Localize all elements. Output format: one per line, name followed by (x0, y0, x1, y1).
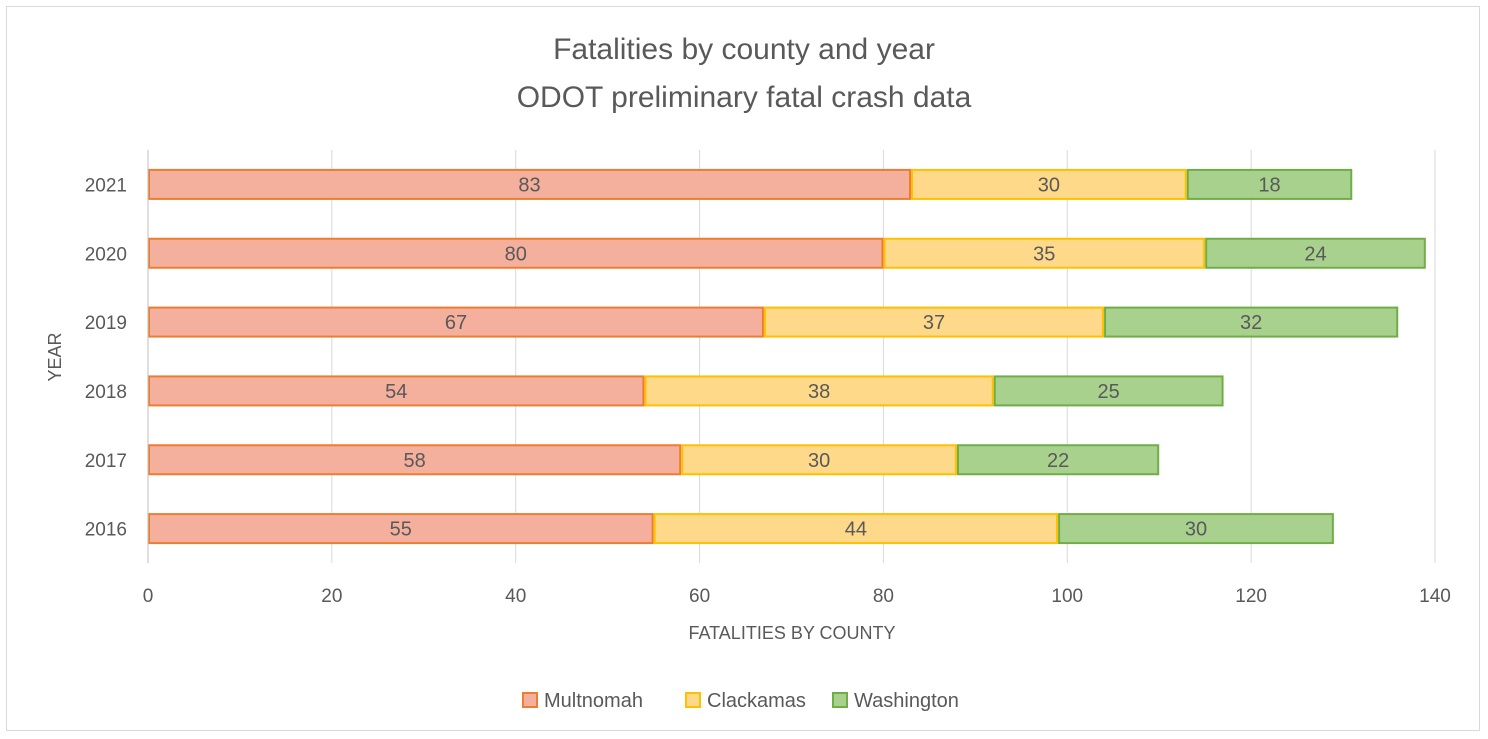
data-labels: 55 44 30 58 30 22 54 38 25 67 37 32 80 35 24 83 30 18 (385, 174, 1327, 540)
data-label-washington-2019: 32 (1240, 312, 1262, 334)
y-axis: 2016 2017 2018 2019 2020 2021 (85, 150, 149, 563)
x-tick-label: 20 (321, 586, 342, 607)
data-label-multnomah-2017: 58 (403, 450, 425, 472)
chart-title-line-1: Fatalities by county and year (553, 33, 935, 66)
data-label-clackamas-2019: 37 (923, 312, 945, 334)
y-tick-label: 2016 (85, 520, 127, 541)
legend: Multnomah Clackamas Washington (522, 690, 959, 712)
bar-clackamas-2018 (644, 375, 994, 407)
bar-clackamas-2020 (883, 237, 1206, 269)
bar-multnomah-2017 (148, 444, 682, 476)
x-tick-label: 140 (1419, 586, 1451, 607)
data-label-washington-2020: 24 (1304, 243, 1326, 265)
y-axis-title: YEAR (45, 332, 65, 381)
x-tick-label: 100 (1051, 586, 1083, 607)
y-tick-label: 2018 (85, 382, 127, 403)
data-label-clackamas-2020: 35 (1033, 243, 1055, 265)
bar-washington-2018 (993, 375, 1224, 407)
y-tick-label: 2017 (85, 451, 127, 472)
data-label-washington-2017: 22 (1047, 450, 1069, 472)
x-tick-label: 120 (1235, 586, 1267, 607)
data-label-washington-2018: 25 (1098, 381, 1120, 403)
x-tick-label: 60 (689, 586, 710, 607)
legend-label-multnomah: Multnomah (544, 690, 643, 712)
x-tick-label: 80 (873, 586, 894, 607)
chart-area (6, 6, 1480, 731)
bar-multnomah-2021 (148, 168, 912, 200)
bar-clackamas-2017 (681, 444, 957, 476)
y-tick-label: 2021 (85, 175, 127, 196)
data-label-multnomah-2019: 67 (445, 312, 467, 334)
bar-multnomah-2016 (148, 513, 654, 545)
legend-swatch-washington (832, 692, 848, 708)
x-axis: 0 20 40 60 80 100 120 140 (143, 586, 1451, 607)
data-label-clackamas-2016: 44 (845, 519, 867, 541)
y-tick-label: 2019 (85, 313, 127, 334)
data-label-washington-2016: 30 (1185, 519, 1207, 541)
bar-clackamas-2021 (911, 168, 1187, 200)
legend-label-clackamas: Clackamas (707, 690, 806, 712)
data-label-multnomah-2021: 83 (518, 174, 540, 196)
data-label-clackamas-2021: 30 (1038, 174, 1060, 196)
data-label-washington-2021: 18 (1258, 174, 1280, 196)
x-axis-title: FATALITIES BY COUNTY (688, 623, 895, 643)
data-label-multnomah-2020: 80 (505, 243, 527, 265)
legend-swatch-multnomah (522, 692, 538, 708)
bar-multnomah-2019 (148, 306, 764, 338)
bar-multnomah-2020 (148, 237, 884, 269)
data-label-clackamas-2018: 38 (808, 381, 830, 403)
bar-clackamas-2019 (763, 306, 1105, 338)
x-tick-label: 40 (505, 586, 526, 607)
y-tick-label: 2020 (85, 244, 127, 265)
data-label-clackamas-2017: 30 (808, 450, 830, 472)
bar-washington-2019 (1104, 306, 1399, 338)
legend-label-washington: Washington (854, 690, 959, 712)
bar-washington-2020 (1205, 237, 1426, 269)
bar-washington-2021 (1186, 168, 1353, 200)
bar-multnomah-2018 (148, 375, 645, 407)
bars (148, 168, 1426, 545)
chart-title-line-2: ODOT preliminary fatal crash data (517, 81, 972, 114)
bar-washington-2017 (956, 444, 1160, 476)
gridlines (147, 150, 1436, 563)
legend-swatch-clackamas (685, 692, 701, 708)
bar-clackamas-2016 (653, 513, 1059, 545)
bar-washington-2016 (1058, 513, 1334, 545)
data-label-multnomah-2016: 55 (390, 519, 412, 541)
x-tick-label: 0 (143, 586, 154, 607)
data-label-multnomah-2018: 54 (385, 381, 407, 403)
